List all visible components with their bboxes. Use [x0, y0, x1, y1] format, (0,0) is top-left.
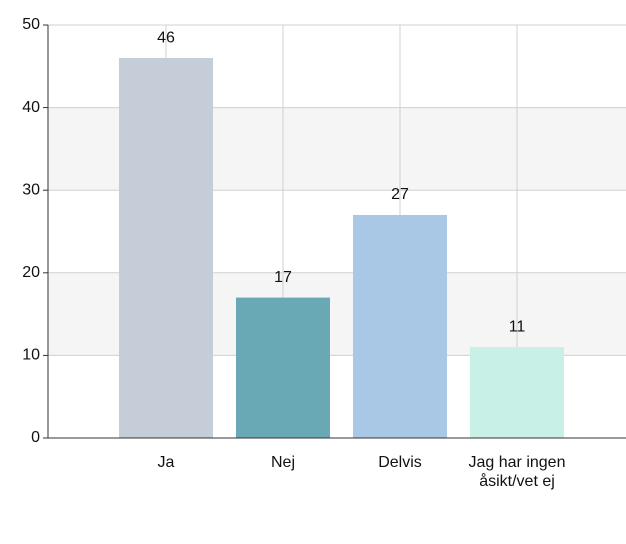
x-tick-label: Nej — [270, 454, 295, 471]
y-tick-label: 50 — [22, 16, 40, 33]
x-tick-label: Jag har ingen åsikt/vet ej — [468, 454, 566, 490]
y-tick-label: 0 — [31, 429, 40, 446]
value-label: 11 — [509, 318, 526, 335]
y-tick-label: 10 — [22, 347, 40, 364]
y-tick-label: 30 — [22, 181, 40, 198]
y-tick-label: 40 — [22, 99, 40, 116]
value-label: 27 — [391, 186, 409, 203]
y-tick-label: 20 — [22, 264, 40, 281]
bar — [470, 347, 564, 438]
bar — [353, 214, 447, 438]
x-tick-label: Ja — [157, 454, 175, 471]
value-label: 46 — [157, 29, 175, 46]
bar — [236, 297, 330, 438]
value-label: 17 — [274, 269, 292, 286]
x-tick-label: Delvis — [378, 454, 422, 471]
bar — [119, 58, 213, 438]
